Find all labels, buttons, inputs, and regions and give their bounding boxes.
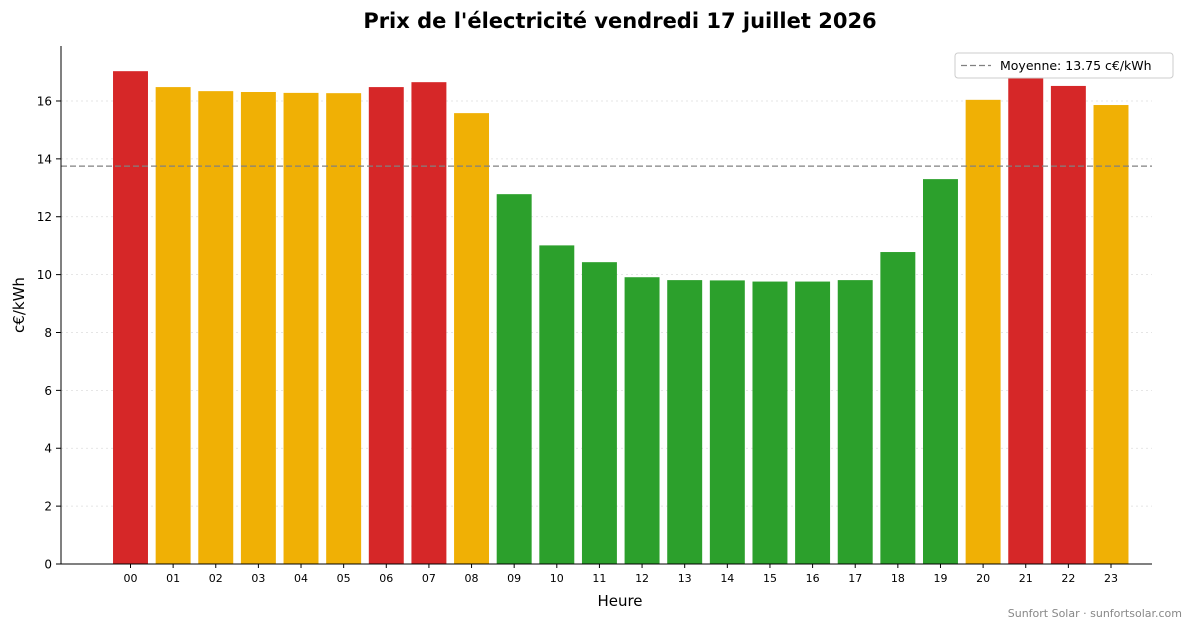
footer-credit: Sunfort Solar · sunfortsolar.com: [1008, 607, 1182, 620]
x-tick-label: 06: [379, 572, 393, 585]
bar-hour-01: [155, 87, 191, 564]
bar-hour-06: [368, 87, 404, 564]
bar-hour-15: [752, 281, 788, 564]
bar-hour-12: [624, 277, 660, 564]
bar-hour-18: [880, 252, 916, 564]
x-tick-label: 20: [976, 572, 990, 585]
x-tick-label: 12: [635, 572, 649, 585]
y-tick-label: 16: [37, 94, 52, 108]
x-tick-label: 21: [1019, 572, 1033, 585]
legend: Moyenne: 13.75 c€/kWh: [954, 52, 1174, 79]
x-tick-label: 19: [933, 572, 947, 585]
y-tick-label: 0: [44, 558, 52, 572]
y-axis-label: c€/kWh: [10, 277, 28, 333]
x-tick-label: 08: [465, 572, 479, 585]
y-tick-label: 4: [44, 442, 52, 456]
bar-hour-10: [539, 245, 575, 564]
x-tick-label: 07: [422, 572, 436, 585]
x-tick-label: 04: [294, 572, 308, 585]
chart-title: Prix de l'électricité vendredi 17 juille…: [363, 9, 876, 33]
x-tick-label: 22: [1061, 572, 1075, 585]
y-ticks: 0 2 4 6 8 10 12 14 16: [37, 94, 61, 572]
bar-hour-03: [240, 92, 276, 564]
bar-hour-20: [965, 99, 1001, 565]
bar-hour-05: [326, 93, 362, 564]
legend-box: [954, 52, 1174, 79]
y-tick-label: 2: [44, 500, 52, 514]
legend-average-label: Moyenne: 13.75 c€/kWh: [1000, 58, 1152, 73]
bar-hour-00: [113, 71, 148, 564]
y-tick-label: 12: [37, 210, 52, 224]
bar-hour-22: [1050, 85, 1086, 565]
bar-hour-09: [496, 194, 532, 565]
bar-hour-13: [667, 280, 703, 564]
x-tick-label: 11: [592, 572, 606, 585]
bar-hour-08: [454, 113, 490, 565]
x-tick-label: 01: [166, 572, 180, 585]
x-tick-label: 09: [507, 572, 521, 585]
bar-hour-02: [198, 91, 234, 564]
bar-hour-04: [283, 92, 319, 565]
x-tick-label: 05: [337, 572, 351, 585]
x-tick-label: 17: [848, 572, 862, 585]
x-tick-label: 02: [209, 572, 223, 585]
y-tick-label: 10: [37, 268, 52, 282]
x-tick-label: 16: [806, 572, 820, 585]
x-tick-label: 10: [550, 572, 564, 585]
bar-hour-16: [795, 281, 831, 564]
bar-hour-11: [581, 262, 617, 564]
x-tick-label: 13: [678, 572, 692, 585]
y-tick-label: 6: [44, 384, 52, 398]
bar-hour-07: [411, 82, 447, 564]
bar-hour-21: [1008, 77, 1044, 565]
bar-hour-14: [709, 280, 745, 564]
y-tick-label: 8: [44, 326, 52, 340]
x-tick-label: 14: [720, 572, 734, 585]
x-tick-label: 18: [891, 572, 905, 585]
y-tick-label: 14: [37, 152, 52, 166]
x-tick-label: 03: [251, 572, 265, 585]
x-tick-label: 00: [124, 572, 138, 585]
x-axis-label: Heure: [597, 592, 642, 610]
x-ticks: 00 01 02 03 04 05 06 07 08 09 10 11 12 13 14 15 16 17 18 19…: [124, 564, 1118, 585]
bar-hour-17: [837, 280, 873, 564]
bars-group: [113, 71, 1129, 565]
bar-hour-19: [922, 179, 958, 565]
x-tick-label: 23: [1104, 572, 1118, 585]
bar-hour-23: [1093, 105, 1129, 564]
x-tick-label: 15: [763, 572, 777, 585]
